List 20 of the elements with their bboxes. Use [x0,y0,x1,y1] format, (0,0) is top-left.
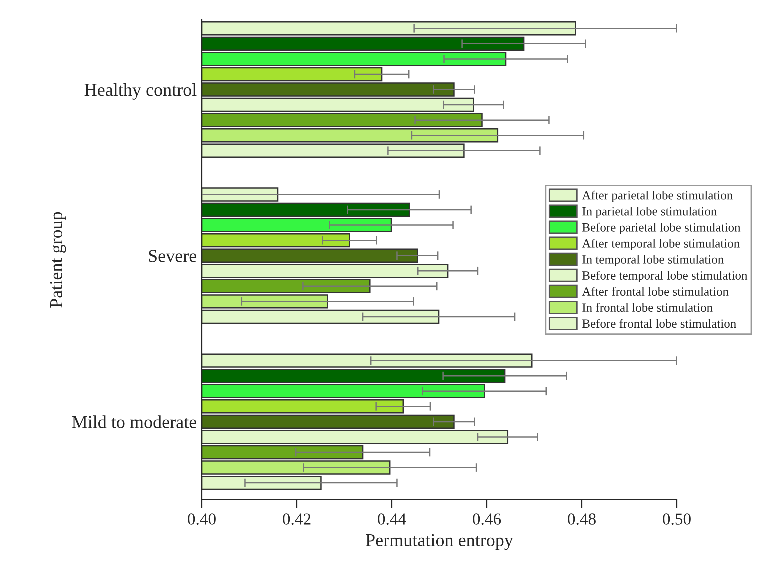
x-axis-title: Permutation entropy [366,534,514,550]
y-axis-title: Patient group [50,212,66,308]
legend-label: In parietal lobe stimulation [582,207,718,218]
legend-label: Before parietal lobe stimulation [582,222,741,234]
x-tick-label: 0.48 [568,514,596,525]
x-tick-label: 0.42 [283,514,311,525]
y-tick-label: Healthy control [84,83,197,100]
legend-label: Before frontal lobe stimulation [582,319,736,328]
x-tick-label: 0.40 [188,514,216,525]
x-tick-label: 0.44 [378,514,406,525]
x-tick-label: 0.46 [473,514,502,525]
legend-label: In frontal lobe stimulation [582,303,713,312]
legend-label: After frontal lobe stimulation [582,287,729,296]
y-tick-label: Mild to moderate [72,416,197,428]
legend-label: After parietal lobe stimulation [582,190,733,202]
y-tick-label: Severe [149,250,197,262]
x-tick-label: 0.50 [663,514,691,525]
legend-label: In temporal lobe stimulation [582,255,724,266]
legend-label: After temporal lobe stimulation [582,238,740,250]
legend-label: Before temporal lobe stimulation [582,271,748,282]
